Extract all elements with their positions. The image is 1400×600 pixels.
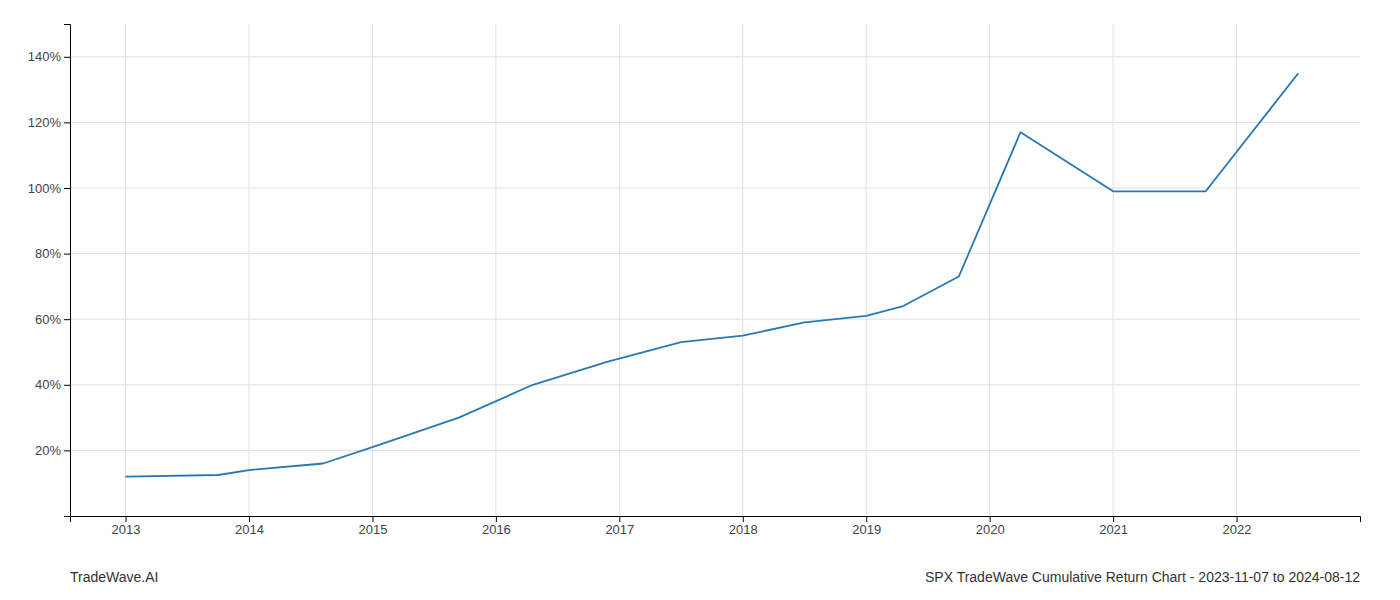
x-tick: 2015	[358, 516, 387, 537]
grid-line	[248, 24, 249, 516]
grid-line	[372, 24, 373, 516]
y-tick: 60%	[35, 312, 70, 327]
tick-mark	[64, 254, 70, 255]
tick-label: 80%	[35, 246, 61, 261]
x-tick: 2013	[112, 516, 141, 537]
tick-mark	[372, 516, 373, 522]
title: SPX TradeWave Cumulative Return Chart - …	[925, 569, 1360, 585]
tick-mark	[64, 122, 70, 123]
y-tick: 120%	[28, 115, 70, 130]
tick-mark	[64, 450, 70, 451]
tick-label: 20%	[35, 443, 61, 458]
data-line	[126, 73, 1299, 476]
grid-line	[70, 122, 1360, 123]
tick-label: 2021	[1099, 522, 1128, 537]
tick-label: 2017	[605, 522, 634, 537]
x-tick: 2022	[1223, 516, 1252, 537]
y-tick: 40%	[35, 377, 70, 392]
tick-label: 140%	[28, 49, 62, 64]
grid-line	[1113, 24, 1114, 516]
grid-line	[70, 319, 1360, 320]
tick-label: 2019	[852, 522, 881, 537]
tick-mark	[64, 385, 70, 386]
tick-mark	[64, 188, 70, 189]
plot-area	[126, 73, 1299, 476]
grid-line	[125, 24, 126, 516]
grid-line	[70, 384, 1360, 385]
tick-mark	[64, 57, 70, 58]
x-tick: 2014	[235, 516, 264, 537]
grid-line	[70, 56, 1360, 57]
y-axis: 20% 40% 60% 80% 100% 120% 140%	[28, 25, 71, 517]
y-tick: 20%	[35, 443, 70, 458]
tick-mark	[1113, 516, 1114, 522]
tick-mark	[866, 516, 867, 522]
tick-label: 120%	[28, 115, 62, 130]
x-axis: 2013 2014 2015 2016 2017 2018 2019 2020 2021 2022	[71, 516, 1361, 537]
axis-line	[71, 517, 1361, 523]
x-tick: 2018	[729, 516, 758, 537]
tick-label: 2022	[1223, 522, 1252, 537]
tick-label: 2016	[482, 522, 511, 537]
grid-line	[989, 24, 990, 516]
watermark: TradeWave.AI	[70, 569, 158, 585]
y-tick: 100%	[28, 181, 70, 196]
grid-line	[866, 24, 867, 516]
tick-mark	[990, 516, 991, 522]
tick-mark	[64, 319, 70, 320]
tick-label: 2018	[729, 522, 758, 537]
x-tick: 2021	[1099, 516, 1128, 537]
grid-line	[619, 24, 620, 516]
y-tick: 140%	[28, 49, 70, 64]
tick-mark	[1237, 516, 1238, 522]
grid-line	[1236, 24, 1237, 516]
x-tick: 2016	[482, 516, 511, 537]
grid-line	[70, 188, 1360, 189]
tick-label: 60%	[35, 312, 61, 327]
tick-mark	[743, 516, 744, 522]
tick-mark	[619, 516, 620, 522]
tick-label: 2020	[976, 522, 1005, 537]
grid-line	[70, 450, 1360, 451]
grid-line	[742, 24, 743, 516]
tick-label: 100%	[28, 181, 62, 196]
tick-label: 2015	[358, 522, 387, 537]
grid-line	[70, 253, 1360, 254]
x-tick: 2019	[852, 516, 881, 537]
x-tick: 2017	[605, 516, 634, 537]
tick-mark	[496, 516, 497, 522]
axis-line	[64, 25, 71, 517]
y-tick: 80%	[35, 246, 70, 261]
grid	[70, 24, 1360, 516]
tick-mark	[126, 516, 127, 522]
tick-mark	[249, 516, 250, 522]
x-tick: 2020	[976, 516, 1005, 537]
tick-label: 40%	[35, 377, 61, 392]
tick-label: 2013	[112, 522, 141, 537]
chart: 2013 2014 2015 2016 2017 2018 2019 2020 2021 2022…	[0, 0, 1400, 600]
grid-line	[495, 24, 496, 516]
tick-label: 2014	[235, 522, 264, 537]
